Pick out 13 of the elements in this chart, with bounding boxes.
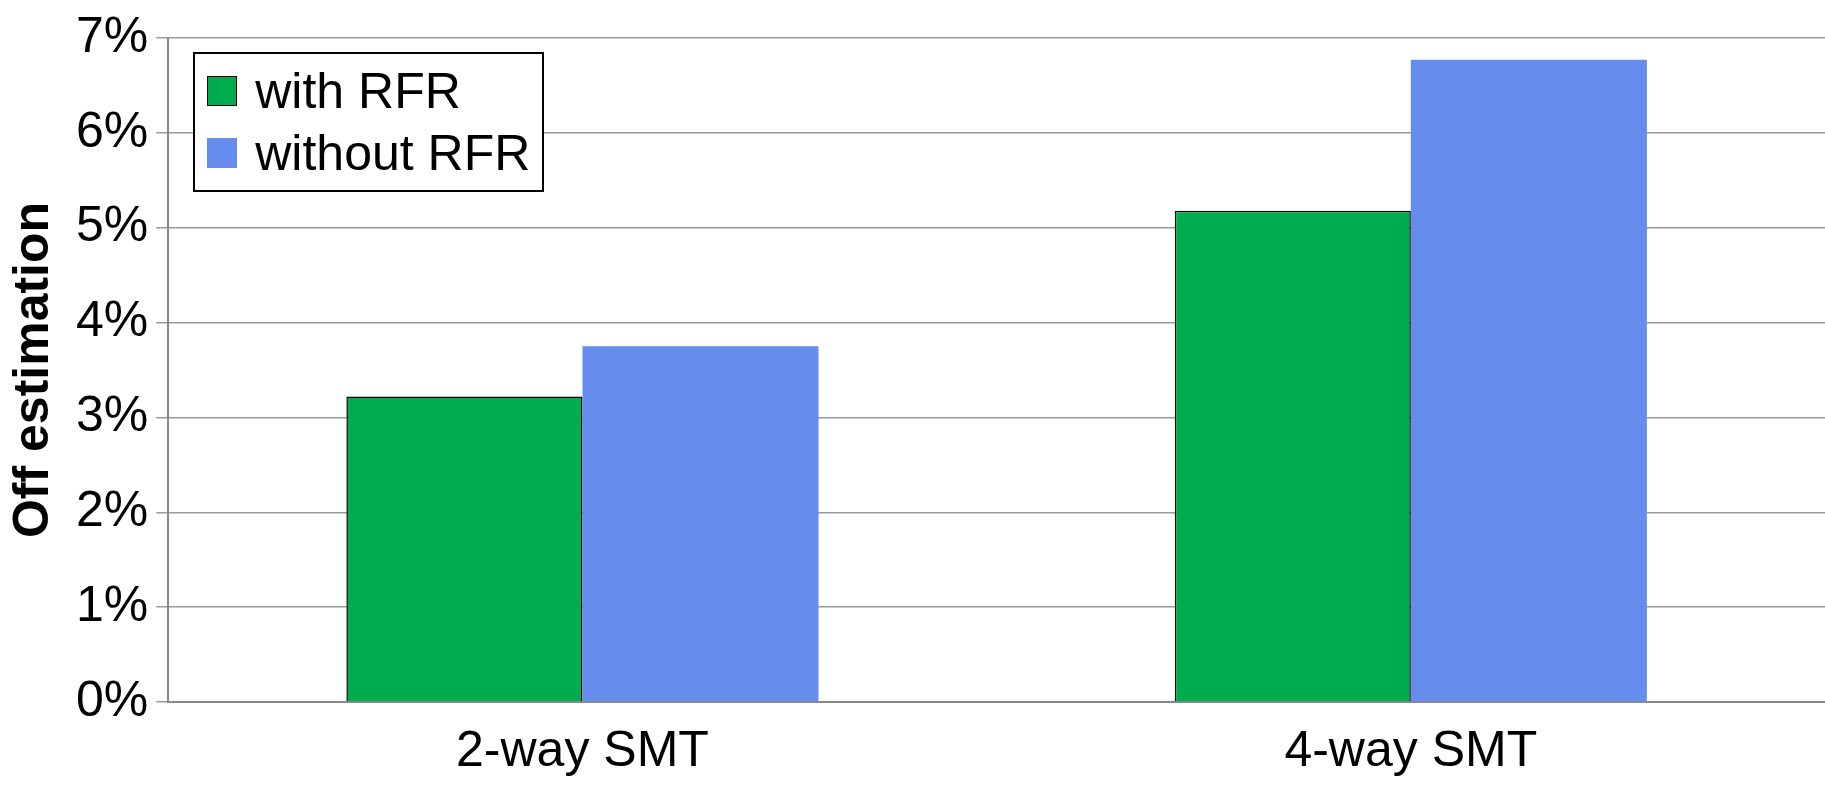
y-tick-label: 7% xyxy=(76,6,149,63)
y-tick-label: 0% xyxy=(76,670,149,727)
y-tick-label: 5% xyxy=(76,196,149,253)
y-tick-label: 3% xyxy=(76,386,149,443)
y-tick-label: 4% xyxy=(76,291,149,348)
y-tick-label: 6% xyxy=(76,101,149,158)
y-tick-label: 2% xyxy=(76,481,149,538)
y-tick-label: 1% xyxy=(76,575,149,632)
legend-label: without RFR xyxy=(255,124,531,183)
y-axis-title: Off estimation xyxy=(2,201,59,539)
legend-label: with RFR xyxy=(255,62,461,121)
x-tick-label: 4-way SMT xyxy=(1284,720,1538,777)
x-tick-label: 2-way SMT xyxy=(456,720,709,777)
